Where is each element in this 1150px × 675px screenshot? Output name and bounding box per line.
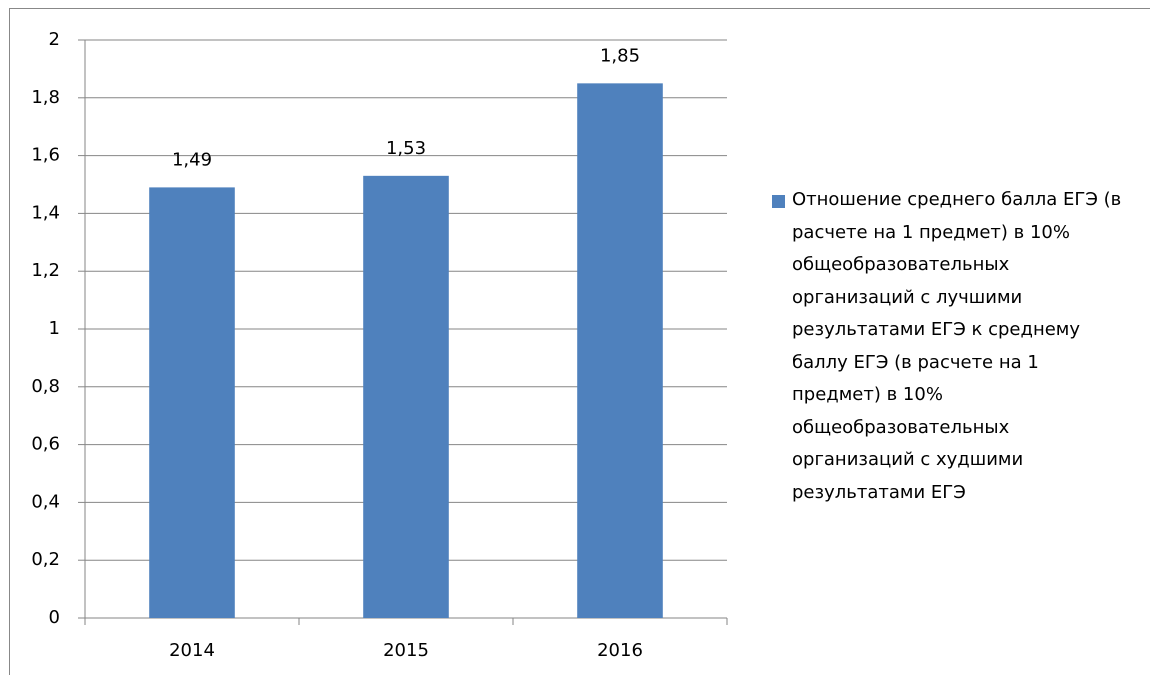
y-tick-label: 1,4 [31,202,60,223]
legend-marker [772,195,785,208]
y-tick-label: 2 [49,29,60,50]
legend: Отношение среднего балла ЕГЭ (в расчете … [792,184,1127,509]
bar [577,83,663,619]
y-tick-label: 0,2 [31,549,60,570]
bar [363,175,449,618]
y-tick-label: 1,8 [31,87,60,108]
y-tick-label: 0 [49,607,60,628]
y-tick-label: 1,2 [31,260,60,281]
bar [149,187,235,618]
y-tick-label: 0,6 [31,434,60,455]
data-label: 1,85 [600,45,640,66]
y-tick-label: 1,6 [31,145,60,166]
x-tick-label: 2014 [169,640,215,661]
data-label: 1,49 [172,149,212,170]
legend-label: Отношение среднего балла ЕГЭ (в расчете … [792,189,1122,503]
chart-border [9,8,1150,675]
x-tick-label: 2016 [597,640,643,661]
y-tick-label: 0,8 [31,376,60,397]
y-tick-label: 0,4 [31,491,60,512]
x-tick-label: 2015 [383,640,429,661]
data-label: 1,53 [386,138,426,159]
y-tick-label: 1 [49,318,60,339]
